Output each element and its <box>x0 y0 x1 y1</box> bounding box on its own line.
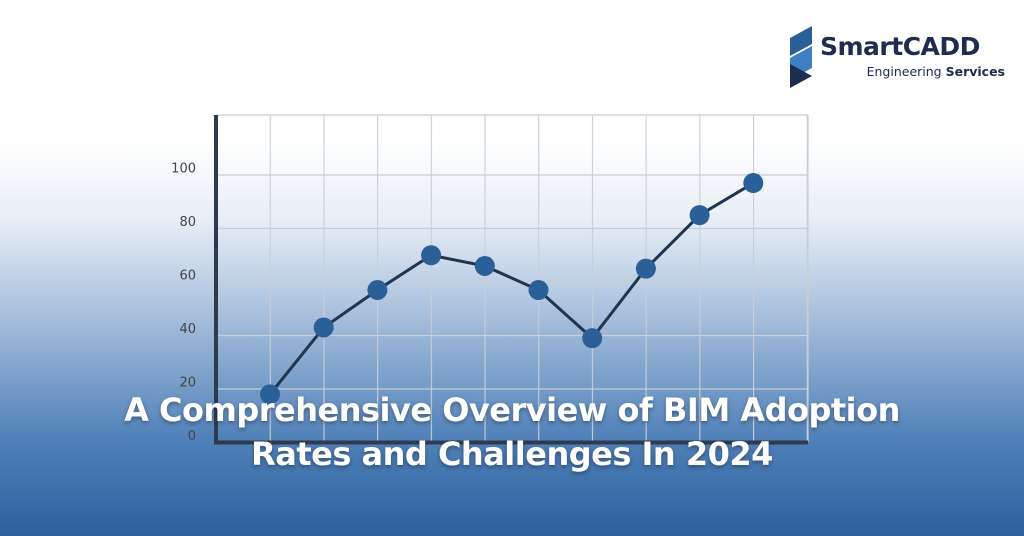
data-point <box>474 255 495 276</box>
data-point <box>689 205 710 226</box>
data-point <box>743 173 764 194</box>
data-point <box>582 328 603 349</box>
y-tick-label: 60 <box>179 269 196 284</box>
data-point <box>313 317 334 338</box>
series-line <box>268 181 755 396</box>
tagline-light: Engineering <box>866 64 942 79</box>
brand-icon <box>790 26 812 88</box>
y-tick-label: 20 <box>179 376 196 391</box>
data-point <box>528 280 549 301</box>
data-point <box>635 258 656 279</box>
y-tick-label: 40 <box>179 322 196 337</box>
brand-logo: SmartCADD Engineering Services <box>786 24 1011 90</box>
y-tick-label: 80 <box>179 215 196 230</box>
y-tick-label: 0 <box>188 429 196 444</box>
data-point <box>367 280 388 301</box>
brand-name: SmartCADD <box>820 32 980 61</box>
data-point <box>260 384 280 405</box>
brand-tagline: Engineering Services <box>867 64 1005 79</box>
data-point <box>421 245 442 266</box>
plot-layer <box>214 115 808 445</box>
tagline-bold: Services <box>945 64 1005 79</box>
chart-title: A Comprehensive Overview of BIM Adoption… <box>124 391 900 473</box>
y-tick-label: 100 <box>171 162 196 177</box>
